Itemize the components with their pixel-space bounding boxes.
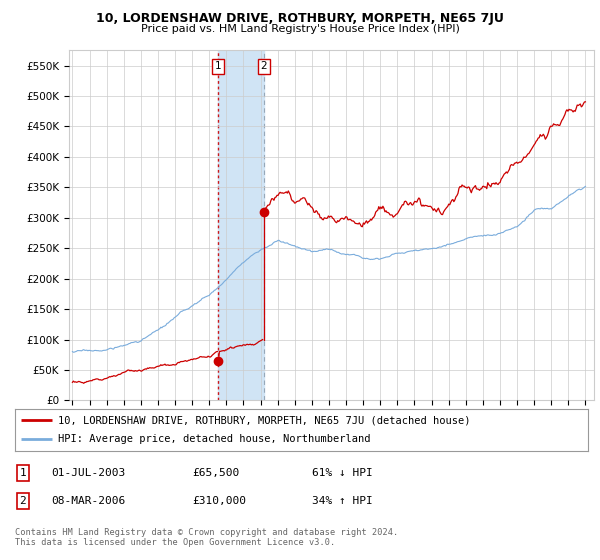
- Text: Contains HM Land Registry data © Crown copyright and database right 2024.
This d: Contains HM Land Registry data © Crown c…: [15, 528, 398, 547]
- Text: 2: 2: [260, 61, 267, 71]
- Text: 34% ↑ HPI: 34% ↑ HPI: [312, 496, 373, 506]
- Text: 1: 1: [19, 468, 26, 478]
- Text: 10, LORDENSHAW DRIVE, ROTHBURY, MORPETH, NE65 7JU: 10, LORDENSHAW DRIVE, ROTHBURY, MORPETH,…: [96, 12, 504, 25]
- Text: 01-JUL-2003: 01-JUL-2003: [51, 468, 125, 478]
- Text: 10, LORDENSHAW DRIVE, ROTHBURY, MORPETH, NE65 7JU (detached house): 10, LORDENSHAW DRIVE, ROTHBURY, MORPETH,…: [58, 415, 470, 425]
- Text: £65,500: £65,500: [192, 468, 239, 478]
- Text: 2: 2: [19, 496, 26, 506]
- Text: Price paid vs. HM Land Registry's House Price Index (HPI): Price paid vs. HM Land Registry's House …: [140, 24, 460, 34]
- Text: £310,000: £310,000: [192, 496, 246, 506]
- Bar: [218, 50, 263, 400]
- Text: HPI: Average price, detached house, Northumberland: HPI: Average price, detached house, Nort…: [58, 435, 370, 445]
- Text: 61% ↓ HPI: 61% ↓ HPI: [312, 468, 373, 478]
- Text: 1: 1: [214, 61, 221, 71]
- Text: 08-MAR-2006: 08-MAR-2006: [51, 496, 125, 506]
